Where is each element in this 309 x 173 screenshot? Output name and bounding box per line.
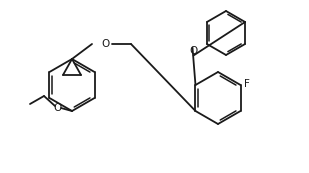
Text: F: F [243, 79, 249, 89]
Text: O: O [54, 103, 62, 113]
Text: O: O [189, 47, 198, 57]
Text: O: O [101, 39, 109, 49]
